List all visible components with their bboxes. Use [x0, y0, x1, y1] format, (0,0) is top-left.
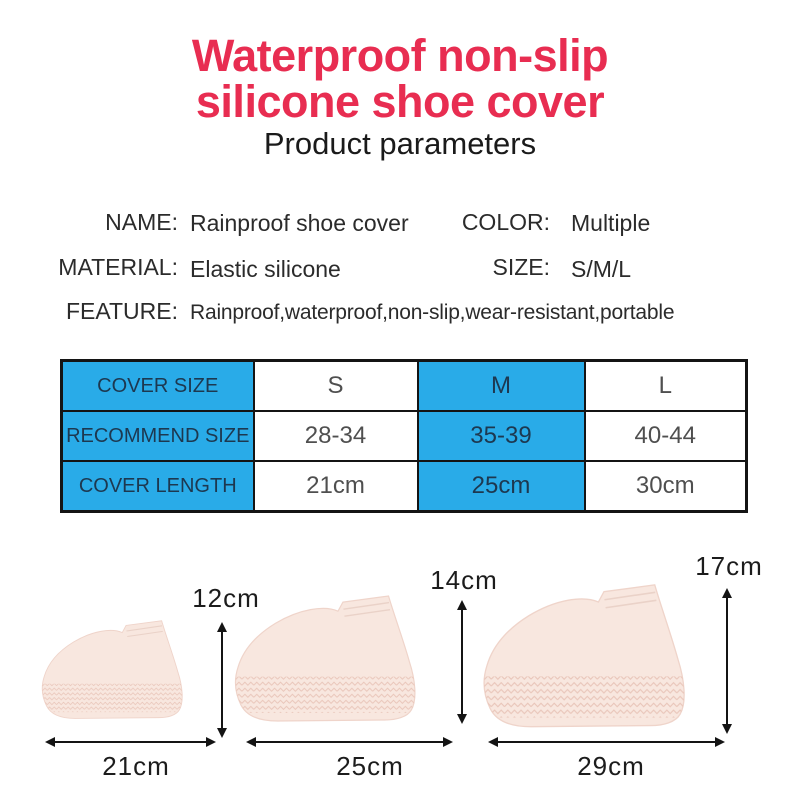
length-dimension-label-medium: 25cm	[336, 751, 404, 781]
table-cell-length-l: 30cm	[583, 460, 748, 513]
table-cell-header-cover-length: COVER LENGTH	[60, 460, 255, 513]
param-value-size: S/M/L	[571, 256, 632, 282]
table-cell-header-cover-size: COVER SIZE	[60, 359, 255, 412]
section-subtitle: Product parameters	[263, 126, 537, 161]
page-title-line2: silicone shoe cover	[195, 76, 605, 127]
height-dimension-arrow-large	[722, 588, 732, 734]
table-cell-size-l: L	[583, 359, 748, 412]
table-cell-header-recommend-size: RECOMMEND SIZE	[60, 410, 255, 462]
length-dimension-arrow-small	[45, 737, 216, 747]
table-cell-size-s: S	[252, 359, 419, 412]
param-value-color: Multiple	[571, 210, 651, 236]
height-dimension-arrow-medium	[457, 600, 467, 724]
param-label-material: MATERIAL:	[58, 254, 178, 280]
height-dimension-label-large: 17cm	[695, 551, 763, 581]
length-dimension-arrow-medium	[246, 737, 453, 747]
height-dimension-arrow-small	[217, 622, 227, 738]
table-cell-length-m: 25cm	[416, 460, 586, 513]
table-row-cover-length: COVER LENGTH 21cm 25cm 30cm	[60, 460, 748, 513]
table-cell-length-s: 21cm	[252, 460, 419, 513]
param-label-color: COLOR:	[461, 209, 550, 235]
table-row-cover-size: COVER SIZE S M L	[60, 359, 748, 412]
shoe-cover-medium-image	[234, 595, 416, 722]
param-label-feature: FEATURE:	[65, 298, 178, 324]
page-title: Waterproof non-slip silicone shoe cover	[0, 33, 800, 125]
length-dimension-label-small: 21cm	[102, 751, 170, 781]
page-title-line1: Waterproof non-slip	[191, 30, 609, 81]
table-cell-recommend-m: 35-39	[416, 410, 586, 462]
size-table: COVER SIZE S M L RECOMMEND SIZE 28-34 35…	[60, 359, 748, 513]
height-dimension-label-small: 12cm	[192, 583, 260, 613]
param-label-size: SIZE:	[492, 254, 550, 280]
table-cell-size-m: M	[416, 359, 586, 412]
height-dimension-label-medium: 14cm	[430, 565, 498, 595]
param-value-name: Rainproof shoe cover	[190, 210, 409, 236]
shoe-cover-large-image	[483, 584, 685, 728]
length-dimension-arrow-large	[488, 737, 725, 747]
param-value-feature: Rainproof,waterproof,non-slip,wear-resis…	[190, 301, 675, 324]
table-cell-recommend-s: 28-34	[252, 410, 419, 462]
length-dimension-label-large: 29cm	[577, 751, 645, 781]
table-cell-recommend-l: 40-44	[583, 410, 748, 462]
shoe-cover-small-image	[41, 620, 183, 719]
table-row-recommend-size: RECOMMEND SIZE 28-34 35-39 40-44	[60, 410, 748, 462]
param-label-name: NAME:	[105, 209, 178, 235]
param-value-material: Elastic silicone	[190, 256, 341, 282]
